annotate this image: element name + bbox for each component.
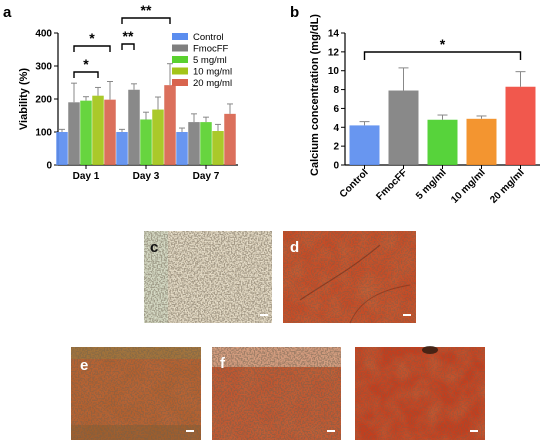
bar xyxy=(224,113,236,165)
significance-label: * xyxy=(440,36,446,52)
panel-letter-a: a xyxy=(3,4,12,21)
micrograph-e: e xyxy=(71,347,201,440)
micrograph-d: d xyxy=(283,231,416,324)
bar xyxy=(349,125,380,165)
significance-bracket xyxy=(73,45,111,52)
bar xyxy=(176,132,188,165)
x-tick-label: Day 1 xyxy=(73,171,100,182)
y-axis-title: Calcium concentration (mg/dL) xyxy=(309,14,321,176)
legend-label: Control xyxy=(193,32,224,43)
bar xyxy=(164,85,176,165)
y-tick-label: 400 xyxy=(35,29,52,40)
y-tick-label: 200 xyxy=(35,95,52,106)
legend-swatch xyxy=(172,79,188,86)
x-tick-label: Control xyxy=(338,167,371,200)
legend-label: 10 mg/ml xyxy=(193,67,232,78)
y-tick-label: 6 xyxy=(333,104,339,115)
micrograph-label-e: e xyxy=(80,357,88,374)
y-tick-label: 10 xyxy=(328,66,340,77)
bar xyxy=(116,132,128,165)
y-axis-title: Viability (%) xyxy=(18,68,30,130)
legend-label: 20 mg/ml xyxy=(193,78,232,89)
bar xyxy=(152,109,164,165)
bar xyxy=(188,122,200,165)
legend-swatch xyxy=(172,44,188,52)
bar xyxy=(92,95,104,165)
significance-bracket xyxy=(73,71,99,78)
bar xyxy=(104,99,116,165)
legend-swatch xyxy=(172,67,188,75)
legend-swatch xyxy=(172,33,188,40)
legend-swatch xyxy=(172,56,188,63)
bar xyxy=(56,132,68,165)
micrograph-label-c: c xyxy=(150,239,158,256)
bar xyxy=(128,89,140,165)
y-tick-label: 0 xyxy=(333,161,339,172)
significance-label: * xyxy=(83,56,89,72)
y-tick-label: 0 xyxy=(46,161,52,172)
x-tick-label: Day 7 xyxy=(193,171,220,182)
bar xyxy=(200,122,212,165)
x-tick-label: FmocFF xyxy=(374,167,409,202)
chart-b: 0 2 4 6 8 10 12 14 Calcium concentration (mg/dL)… xyxy=(309,14,540,206)
x-tick-label: 20 mg/ml xyxy=(488,167,527,206)
significance-bracket xyxy=(121,43,135,50)
x-tick-label: Day 3 xyxy=(133,171,160,182)
y-tick-label: 100 xyxy=(35,128,52,139)
bar xyxy=(505,86,536,165)
bar xyxy=(80,100,92,165)
y-tick-label: 300 xyxy=(35,62,52,73)
significance-label: * xyxy=(89,30,95,46)
y-tick-label: 2 xyxy=(333,142,339,153)
bar xyxy=(68,102,80,165)
bar xyxy=(140,119,152,165)
bar xyxy=(388,90,419,165)
y-tick-label: 4 xyxy=(333,123,339,134)
significance-bracket xyxy=(121,17,171,24)
x-tick-label: 5 mg/ml xyxy=(414,167,449,202)
significance-label: ** xyxy=(123,28,134,44)
chart-a: 0 100 200 300 400 Viability (%) Day 1 Day 3 Day … xyxy=(18,2,238,182)
micrograph-label-d: d xyxy=(290,239,299,256)
significance-label: ** xyxy=(141,2,152,18)
bar xyxy=(466,118,497,165)
micrograph-f: f xyxy=(212,347,341,440)
micrograph-label-f: f xyxy=(220,355,226,372)
micrograph-c: c xyxy=(144,231,272,323)
legend-label: FmocFF xyxy=(193,44,229,55)
bar xyxy=(427,119,458,165)
y-tick-label: 12 xyxy=(328,47,340,58)
micrograph-g xyxy=(355,346,485,440)
y-tick-label: 8 xyxy=(333,85,339,96)
x-tick-label: 10 mg/ml xyxy=(449,167,488,206)
significance-bracket xyxy=(363,51,522,60)
y-tick-label: 14 xyxy=(328,29,340,40)
legend-label: 5 mg/ml xyxy=(193,55,227,66)
panel-letter-b: b xyxy=(290,4,299,21)
bar xyxy=(212,131,224,165)
